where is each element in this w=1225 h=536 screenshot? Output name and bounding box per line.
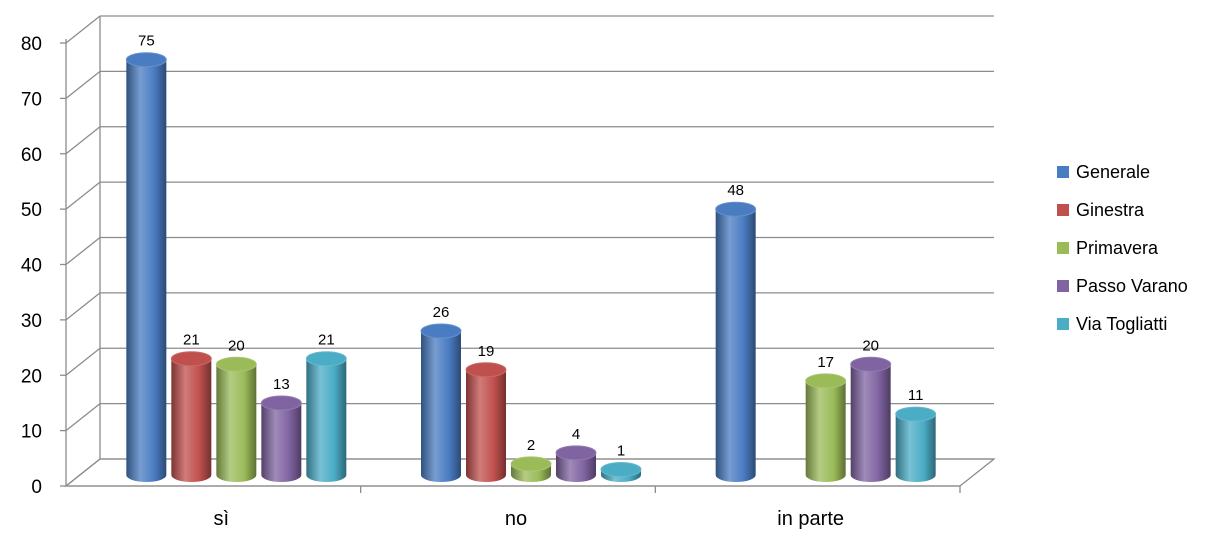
side-wall-gridline — [65, 181, 101, 210]
y-tick-label: 40 — [21, 256, 42, 277]
side-wall-gridline — [65, 15, 101, 44]
data-label: 4 — [572, 426, 580, 443]
bar-top — [715, 201, 757, 217]
bar — [850, 356, 892, 483]
bar-body — [421, 331, 461, 482]
x-category-label: no — [505, 508, 527, 530]
y-tick-label: 10 — [21, 422, 42, 443]
legend-swatch — [1057, 204, 1069, 216]
x-category-label: sì — [214, 508, 230, 530]
y-tick-label: 20 — [21, 366, 42, 387]
bar-top — [510, 456, 552, 472]
data-label: 20 — [862, 337, 879, 354]
bar — [555, 445, 597, 482]
bar-top — [805, 373, 847, 389]
bar-top — [850, 356, 892, 372]
legend-swatch — [1057, 280, 1069, 292]
bar-body — [805, 380, 846, 483]
data-label: 26 — [433, 304, 450, 321]
bar — [260, 395, 302, 483]
bar — [600, 461, 642, 482]
bar-body — [466, 369, 506, 482]
bar-top — [420, 323, 462, 339]
side-wall-gridline — [65, 292, 101, 321]
data-label: 21 — [183, 332, 200, 349]
data-label: 19 — [478, 343, 495, 360]
bar — [215, 356, 257, 482]
data-label: 21 — [318, 332, 335, 349]
x-category-label: in parte — [777, 508, 844, 530]
bar-top — [465, 362, 507, 378]
bar — [715, 201, 757, 483]
y-tick-label: 0 — [31, 477, 42, 498]
legend-swatch — [1057, 318, 1069, 330]
bar-body — [556, 452, 596, 482]
bar-body — [850, 364, 891, 483]
data-labels: 75 21 20 13 21 26 19 2 4 1 48 17 20 11 — [138, 33, 923, 460]
y-tick-label: 50 — [21, 200, 42, 221]
bar — [170, 351, 212, 483]
legend-label: Via Togliatti — [1076, 314, 1167, 334]
data-label: 11 — [908, 387, 924, 404]
bar — [305, 351, 347, 483]
axes: 0 10 20 30 40 50 60 70 80 sì no in parte — [21, 34, 961, 530]
bar-top — [895, 406, 937, 422]
legend-label: Primavera — [1076, 238, 1159, 258]
data-label: 20 — [228, 337, 245, 354]
bar — [420, 323, 462, 482]
y-tick-label: 60 — [21, 145, 42, 166]
bar — [510, 456, 552, 482]
side-wall-gridline — [65, 347, 101, 376]
legend-label: Ginestra — [1076, 200, 1145, 220]
legend-label: Passo Varano — [1076, 276, 1188, 296]
data-label: 1 — [617, 442, 625, 459]
bar-body — [306, 358, 347, 483]
bar — [125, 52, 167, 482]
bar-top — [215, 356, 257, 372]
bar-top — [600, 461, 642, 477]
side-wall-gridline — [65, 70, 101, 99]
bar — [895, 406, 937, 483]
data-label: 75 — [138, 33, 155, 50]
data-label: 17 — [817, 354, 834, 371]
gridlines — [64, 15, 996, 487]
bar-body — [171, 358, 212, 483]
bar-body — [126, 59, 167, 482]
data-label: 2 — [527, 437, 535, 454]
bars — [125, 52, 937, 483]
bar-body — [715, 209, 756, 483]
bar-body — [261, 403, 302, 483]
bar-body — [895, 414, 936, 483]
side-wall-gridline — [65, 236, 101, 266]
legend-swatch — [1057, 242, 1069, 254]
bar-top — [305, 351, 347, 367]
data-label: 48 — [727, 182, 744, 199]
y-tick-label: 70 — [21, 89, 42, 110]
legend-swatch — [1057, 166, 1069, 178]
bar-top — [555, 445, 597, 461]
y-tick-label: 30 — [21, 311, 42, 332]
bar — [805, 373, 847, 483]
side-wall-gridline — [65, 126, 101, 155]
bar-body — [216, 364, 257, 482]
bar-top — [260, 395, 302, 411]
legend: Generale Ginestra Primavera Passo Varano Via… — [1057, 162, 1188, 334]
bar — [465, 362, 507, 482]
bar-top — [170, 351, 212, 367]
data-label: 13 — [273, 376, 290, 393]
side-wall-gridline — [65, 403, 101, 432]
bar-top — [125, 52, 167, 68]
y-tick-label: 80 — [21, 34, 42, 55]
legend-label: Generale — [1076, 162, 1150, 182]
